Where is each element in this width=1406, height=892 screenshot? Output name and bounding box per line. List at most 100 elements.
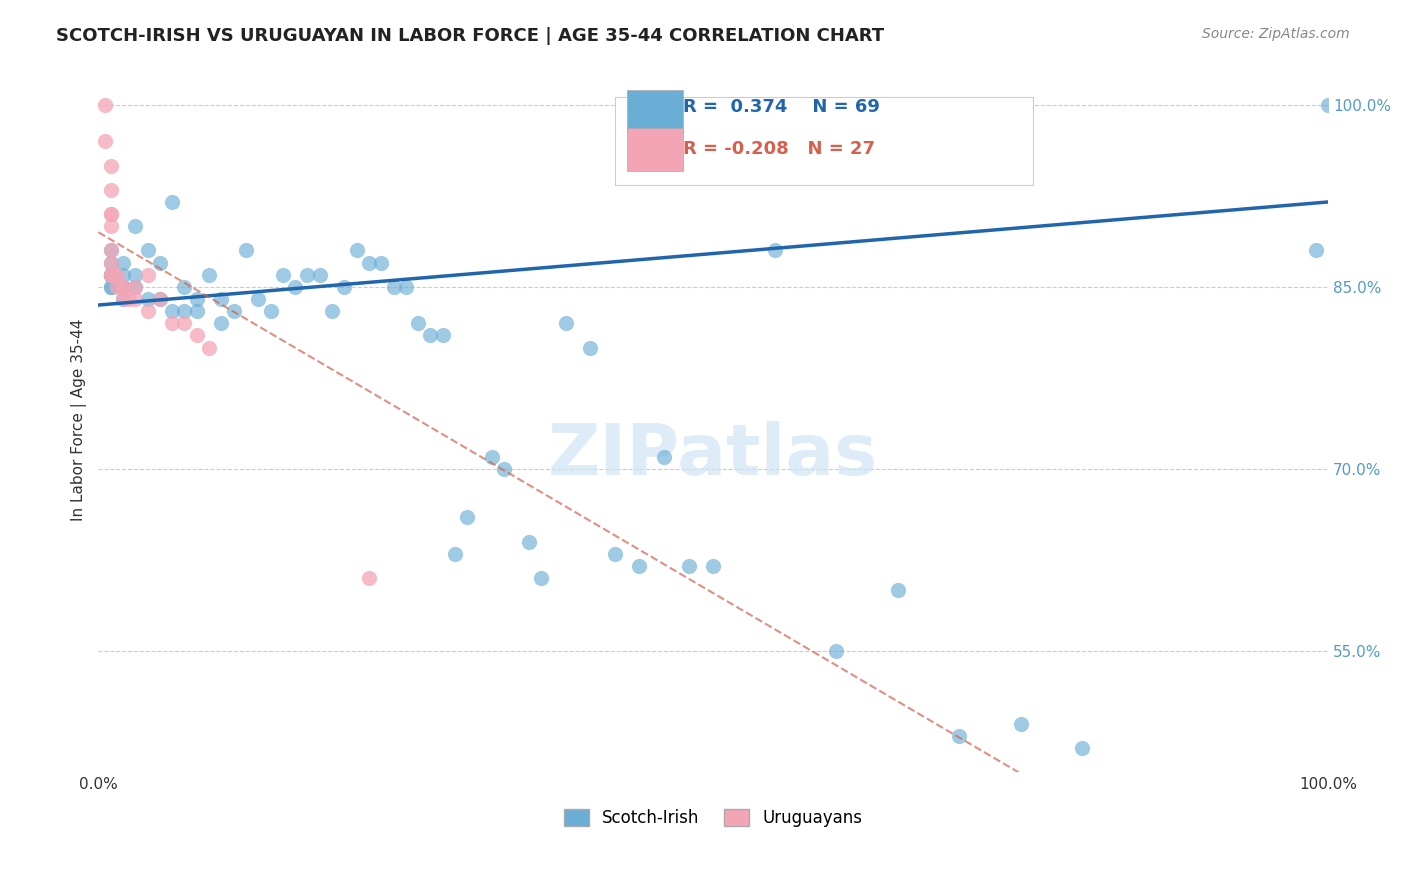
Point [271, 268, 294, 282]
Point [209, 316, 232, 330]
Point [149, 292, 172, 306]
Point [419, 328, 441, 343]
Point [111, 280, 134, 294]
Point [105, 280, 128, 294]
Point [198, 341, 221, 355]
Point [370, 255, 392, 269]
FancyBboxPatch shape [627, 128, 682, 170]
Point [111, 292, 134, 306]
Point [124, 280, 146, 294]
Point [100, 219, 122, 234]
Point [173, 304, 195, 318]
Point [333, 280, 356, 294]
Point [678, 558, 700, 573]
Point [1305, 244, 1327, 258]
Point [186, 328, 208, 343]
Point [136, 292, 159, 306]
Point [149, 255, 172, 269]
Point [100, 268, 122, 282]
Point [456, 510, 478, 524]
Point [124, 219, 146, 234]
Point [111, 280, 134, 294]
Point [100, 244, 122, 258]
Point [406, 316, 429, 330]
Point [321, 304, 343, 318]
Point [517, 534, 540, 549]
FancyBboxPatch shape [627, 89, 682, 132]
Point [357, 255, 380, 269]
Point [357, 571, 380, 585]
Point [100, 183, 122, 197]
Point [100, 268, 122, 282]
Point [1317, 98, 1340, 112]
Point [494, 462, 516, 476]
Point [763, 244, 786, 258]
Point [186, 304, 208, 318]
Point [554, 316, 576, 330]
Point [100, 207, 122, 221]
Point [100, 268, 122, 282]
Point [160, 194, 183, 209]
Point [118, 292, 141, 306]
Point [481, 450, 503, 464]
Point [247, 292, 270, 306]
Point [136, 268, 159, 282]
Point [382, 280, 405, 294]
Point [93, 98, 115, 112]
Point [209, 292, 232, 306]
Point [100, 159, 122, 173]
Point [93, 134, 115, 148]
Point [100, 244, 122, 258]
Text: R =  0.374    N = 69: R = 0.374 N = 69 [682, 98, 879, 116]
Point [235, 244, 257, 258]
Point [530, 571, 553, 585]
Text: SCOTCH-IRISH VS URUGUAYAN IN LABOR FORCE | AGE 35-44 CORRELATION CHART: SCOTCH-IRISH VS URUGUAYAN IN LABOR FORCE… [56, 27, 884, 45]
Point [111, 268, 134, 282]
Point [160, 304, 183, 318]
Point [1010, 716, 1032, 731]
Point [100, 255, 122, 269]
Point [702, 558, 724, 573]
Point [136, 304, 159, 318]
Point [1071, 740, 1094, 755]
Y-axis label: In Labor Force | Age 35-44: In Labor Force | Age 35-44 [72, 319, 87, 522]
Point [603, 547, 626, 561]
Point [444, 547, 467, 561]
Point [173, 280, 195, 294]
Point [825, 644, 848, 658]
Point [222, 304, 245, 318]
Point [100, 268, 122, 282]
Point [173, 316, 195, 330]
Point [259, 304, 281, 318]
Point [111, 280, 134, 294]
Point [124, 292, 146, 306]
Point [297, 268, 319, 282]
Point [100, 255, 122, 269]
Point [886, 583, 908, 598]
Point [948, 729, 970, 743]
Point [100, 268, 122, 282]
Point [198, 268, 221, 282]
Point [111, 255, 134, 269]
Point [111, 280, 134, 294]
Point [628, 558, 651, 573]
Point [100, 280, 122, 294]
Point [100, 207, 122, 221]
Point [124, 268, 146, 282]
Point [105, 268, 128, 282]
FancyBboxPatch shape [614, 96, 1033, 185]
Legend: Scotch-Irish, Uruguayans: Scotch-Irish, Uruguayans [557, 803, 869, 834]
Point [346, 244, 368, 258]
Point [308, 268, 330, 282]
Text: ZIPatlas: ZIPatlas [548, 421, 879, 490]
Point [100, 280, 122, 294]
Point [432, 328, 454, 343]
Text: R = -0.208   N = 27: R = -0.208 N = 27 [682, 140, 875, 159]
Point [284, 280, 307, 294]
Point [124, 280, 146, 294]
Point [111, 292, 134, 306]
Point [100, 268, 122, 282]
Point [186, 292, 208, 306]
Point [100, 268, 122, 282]
Point [149, 292, 172, 306]
